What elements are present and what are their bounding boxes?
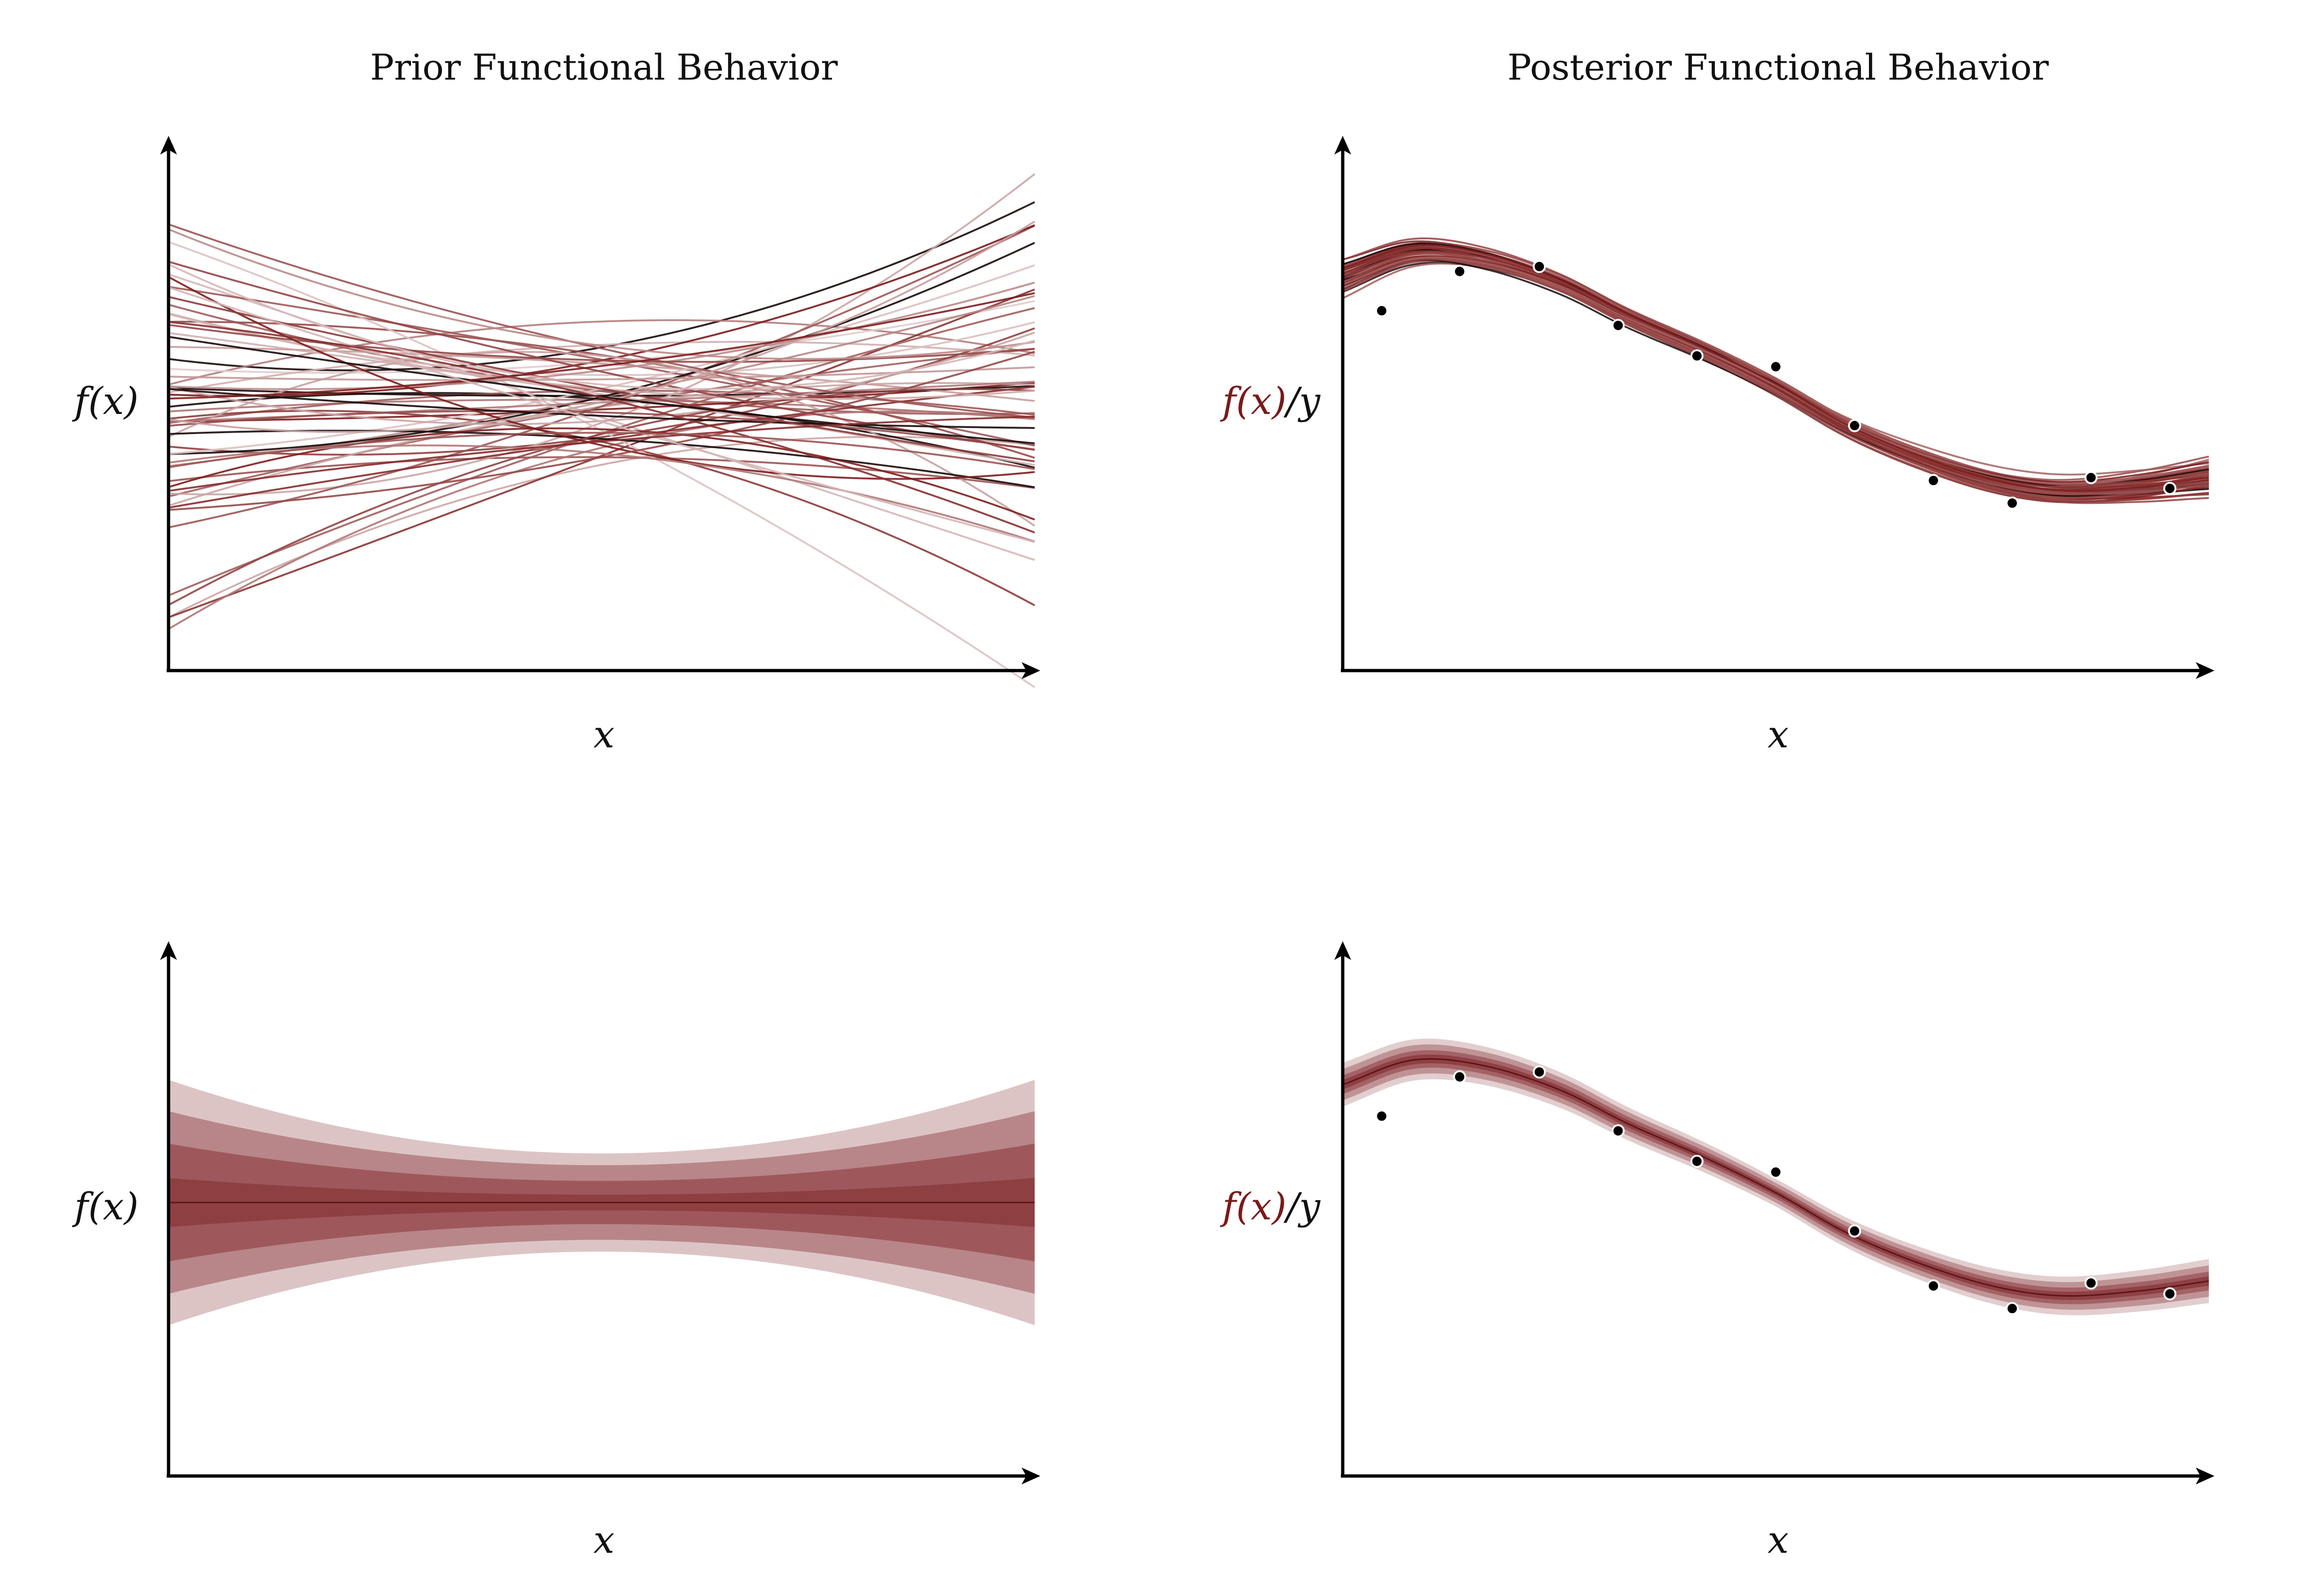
y-axis-label: f(x) bbox=[72, 1185, 139, 1228]
observation-point bbox=[2163, 1287, 2177, 1300]
prior-draw-line bbox=[168, 435, 1035, 619]
observation-point bbox=[1532, 260, 1546, 273]
x-axis-label: x bbox=[1767, 713, 1788, 756]
observation-point bbox=[1532, 1065, 1546, 1079]
prior-draw-line bbox=[168, 351, 1036, 527]
observation-point bbox=[2163, 481, 2177, 495]
y-axis-label-rest: /y bbox=[1283, 379, 1321, 423]
prior-draw-line bbox=[168, 410, 1035, 450]
prior-draw-line bbox=[168, 324, 1035, 363]
y-axis-arrow bbox=[160, 136, 177, 155]
y-axis-label-rest: /y bbox=[1283, 1185, 1321, 1228]
prior-draw-line bbox=[168, 388, 1035, 606]
x-axis-arrow bbox=[1022, 662, 1040, 679]
x-axis-label: x bbox=[593, 713, 614, 756]
posterior-draw-line bbox=[1342, 261, 2209, 487]
observation-point bbox=[1927, 1279, 1940, 1293]
observation-point bbox=[2084, 1276, 2098, 1290]
posterior-draw-line bbox=[1342, 255, 2209, 494]
prior-bands-panel: x f(x) bbox=[72, 941, 1040, 1562]
prior-title: Prior Functional Behavior bbox=[370, 46, 838, 88]
posterior-draw-line bbox=[1342, 244, 2209, 492]
observation-point bbox=[2084, 471, 2098, 484]
posterior-draw-line bbox=[1342, 250, 2209, 503]
posterior-draws-panel: Posterior Functional Behavior x f(x)/y bbox=[1220, 46, 2214, 756]
x-axis-label: x bbox=[1767, 1518, 1788, 1562]
prior-bands-plot bbox=[169, 1080, 1035, 1325]
prior-draw-line bbox=[168, 223, 1035, 419]
posterior-title: Posterior Functional Behavior bbox=[1508, 46, 2049, 88]
prior-draw-line bbox=[168, 221, 1036, 433]
posterior-draw-line bbox=[1342, 256, 2209, 498]
posterior-credible-band bbox=[1343, 1044, 2209, 1310]
prior-draw-line bbox=[168, 286, 1035, 543]
prior-draw-line bbox=[168, 346, 1035, 402]
prior-draw-line bbox=[168, 292, 1035, 400]
observation-point bbox=[1848, 1224, 1861, 1238]
prior-draws-panel: Prior Functional Behavior x f(x) bbox=[72, 46, 1040, 756]
prior-draw-line bbox=[168, 321, 1035, 534]
posterior-draw-line bbox=[1342, 257, 2209, 495]
prior-draw-line bbox=[168, 296, 1035, 463]
posterior-draw-line bbox=[1342, 246, 2209, 502]
x-axis-arrow bbox=[2196, 662, 2214, 679]
prior-draw-line bbox=[168, 427, 1035, 521]
x-axis-arrow bbox=[1022, 1468, 1040, 1484]
observation-point bbox=[1611, 318, 1625, 332]
prior-draw-line bbox=[168, 410, 1035, 630]
prior-draw-line bbox=[168, 415, 1035, 492]
observation-point bbox=[1375, 1109, 1389, 1123]
prior-draw-line bbox=[168, 263, 1035, 390]
observation-point bbox=[1453, 1070, 1466, 1084]
posterior-draw-line bbox=[1342, 247, 2209, 504]
prior-draw-line bbox=[168, 444, 1035, 543]
x-axis-label: x bbox=[593, 1518, 614, 1562]
posterior-draw-line bbox=[1342, 256, 2209, 494]
observation-point bbox=[2006, 1302, 2019, 1315]
observation-point bbox=[1375, 304, 1389, 317]
prior-draw-line bbox=[168, 225, 1035, 529]
prior-draw-line bbox=[168, 432, 1035, 470]
prior-draw-line bbox=[168, 260, 1035, 451]
posterior-bands-plot bbox=[1342, 1038, 2209, 1315]
prior-draw-line bbox=[168, 276, 1035, 480]
prior-draw-line bbox=[168, 241, 1036, 688]
observation-point bbox=[1453, 265, 1466, 278]
prior-draw-line bbox=[168, 385, 1035, 509]
y-axis-arrow bbox=[1334, 136, 1351, 155]
posterior-draw-line bbox=[1342, 262, 2209, 488]
y-axis-label-colored: f(x) bbox=[1220, 379, 1287, 423]
posterior-draws-plot bbox=[1342, 237, 2209, 504]
y-axis-label: f(x) bbox=[72, 379, 139, 423]
y-axis-label: f(x)/y bbox=[1220, 379, 1321, 423]
posterior-mean-line bbox=[1342, 1058, 2209, 1297]
observation-point bbox=[1611, 1124, 1625, 1137]
observation-point bbox=[1848, 419, 1861, 432]
observation-point bbox=[1769, 1166, 1782, 1179]
y-axis-arrow bbox=[1334, 941, 1351, 960]
observation-point bbox=[1927, 474, 1940, 487]
observation-point bbox=[1690, 1154, 1704, 1168]
posterior-bands-observations bbox=[1375, 1065, 2177, 1315]
posterior-draws-observations bbox=[1375, 260, 2177, 510]
y-axis-label: f(x)/y bbox=[1220, 1185, 1321, 1228]
prior-draw-line bbox=[168, 351, 1035, 511]
posterior-draw-line bbox=[1342, 256, 2209, 485]
posterior-bands-panel: x f(x)/y bbox=[1220, 941, 2214, 1562]
prior-draw-line bbox=[168, 388, 1035, 429]
prior-draw-line bbox=[168, 281, 1035, 390]
observation-point bbox=[1690, 349, 1704, 362]
y-axis-label-colored: f(x) bbox=[1220, 1185, 1287, 1228]
observation-point bbox=[2006, 496, 2019, 510]
prior-draw-line bbox=[168, 398, 1035, 420]
observation-point bbox=[1769, 360, 1782, 374]
prior-draw-line bbox=[168, 392, 1035, 469]
posterior-draw-line bbox=[1342, 258, 2209, 499]
prior-draw-line bbox=[168, 228, 1035, 360]
y-axis-arrow bbox=[160, 941, 177, 960]
prior-draw-line bbox=[168, 300, 1035, 374]
prior-draws-plot bbox=[168, 173, 1036, 688]
x-axis-arrow bbox=[2196, 1468, 2214, 1484]
